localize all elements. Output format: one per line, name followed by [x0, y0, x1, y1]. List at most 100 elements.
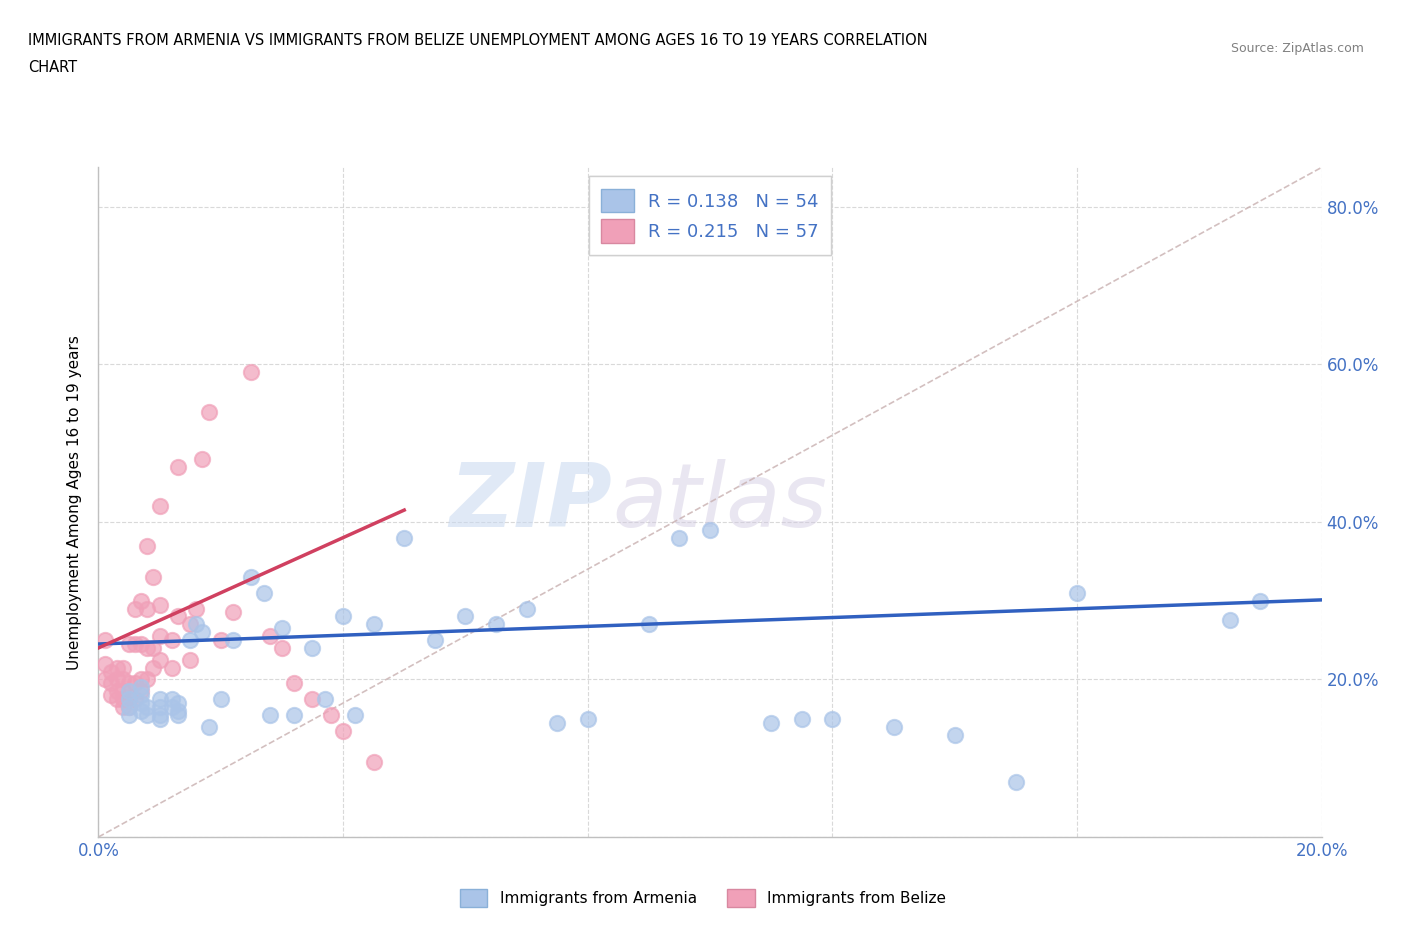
Point	[118, 699, 141, 714]
Point	[93, 632, 115, 647]
Point	[301, 692, 323, 707]
Point	[149, 708, 172, 723]
Point	[149, 652, 172, 667]
Point	[197, 719, 219, 734]
Text: atlas: atlas	[612, 459, 827, 545]
Point	[111, 684, 134, 698]
Point	[136, 601, 159, 616]
Point	[142, 660, 165, 675]
Point	[332, 724, 354, 738]
Point	[105, 684, 128, 698]
Point	[319, 708, 342, 723]
Point	[129, 688, 152, 703]
Point	[167, 609, 190, 624]
Text: Source: ZipAtlas.com: Source: ZipAtlas.com	[1230, 42, 1364, 55]
Point	[149, 597, 172, 612]
Point	[100, 664, 122, 679]
Point	[516, 601, 538, 616]
Point	[209, 632, 232, 647]
Point	[149, 711, 172, 726]
Point	[160, 660, 183, 675]
Point	[576, 711, 599, 726]
Point	[105, 660, 128, 675]
Point	[160, 632, 183, 647]
Y-axis label: Unemployment Among Ages 16 to 19 years: Unemployment Among Ages 16 to 19 years	[67, 335, 83, 670]
Point	[668, 530, 690, 545]
Point	[118, 692, 141, 707]
Point	[222, 632, 245, 647]
Point	[118, 636, 141, 651]
Point	[790, 711, 813, 726]
Point	[883, 719, 905, 734]
Point	[546, 715, 568, 730]
Point	[129, 672, 152, 687]
Point	[142, 569, 165, 584]
Text: IMMIGRANTS FROM ARMENIA VS IMMIGRANTS FROM BELIZE UNEMPLOYMENT AMONG AGES 16 TO : IMMIGRANTS FROM ARMENIA VS IMMIGRANTS FR…	[28, 33, 928, 47]
Point	[222, 605, 245, 620]
Point	[124, 636, 146, 651]
Point	[129, 684, 152, 698]
Point	[111, 660, 134, 675]
Point	[136, 708, 159, 723]
Point	[191, 625, 214, 640]
Point	[93, 657, 115, 671]
Point	[100, 688, 122, 703]
Point	[283, 676, 305, 691]
Point	[314, 692, 336, 707]
Point	[129, 636, 152, 651]
Point	[93, 672, 115, 687]
Point	[160, 692, 183, 707]
Point	[283, 708, 305, 723]
Point	[1219, 613, 1241, 628]
Point	[270, 621, 292, 636]
Point	[118, 692, 141, 707]
Point	[118, 676, 141, 691]
Point	[124, 601, 146, 616]
Point	[149, 498, 172, 513]
Point	[118, 708, 141, 723]
Point	[100, 676, 122, 691]
Point	[149, 692, 172, 707]
Point	[485, 617, 508, 631]
Point	[186, 601, 208, 616]
Point	[197, 405, 219, 419]
Text: CHART: CHART	[28, 60, 77, 75]
Point	[1249, 593, 1271, 608]
Point	[167, 696, 190, 711]
Point	[252, 585, 274, 600]
Legend: R = 0.138   N = 54, R = 0.215   N = 57: R = 0.138 N = 54, R = 0.215 N = 57	[589, 177, 831, 256]
Point	[240, 365, 263, 379]
Point	[118, 684, 141, 698]
Point	[149, 699, 172, 714]
Point	[332, 609, 354, 624]
Point	[160, 699, 183, 714]
Point	[821, 711, 844, 726]
Point	[142, 641, 165, 656]
Point	[105, 672, 128, 687]
Point	[759, 715, 782, 730]
Point	[129, 593, 152, 608]
Point	[179, 632, 201, 647]
Point	[149, 629, 172, 644]
Point	[363, 617, 385, 631]
Point	[240, 569, 263, 584]
Point	[1004, 775, 1026, 790]
Point	[111, 692, 134, 707]
Point	[392, 530, 416, 545]
Point	[943, 727, 966, 742]
Point	[136, 699, 159, 714]
Point	[167, 708, 190, 723]
Point	[111, 699, 134, 714]
Point	[186, 617, 208, 631]
Point	[259, 629, 281, 644]
Point	[637, 617, 661, 631]
Point	[129, 680, 152, 695]
Point	[118, 699, 141, 714]
Point	[124, 692, 146, 707]
Point	[259, 708, 281, 723]
Point	[179, 617, 201, 631]
Point	[209, 692, 232, 707]
Point	[129, 696, 152, 711]
Point	[454, 609, 477, 624]
Point	[344, 708, 367, 723]
